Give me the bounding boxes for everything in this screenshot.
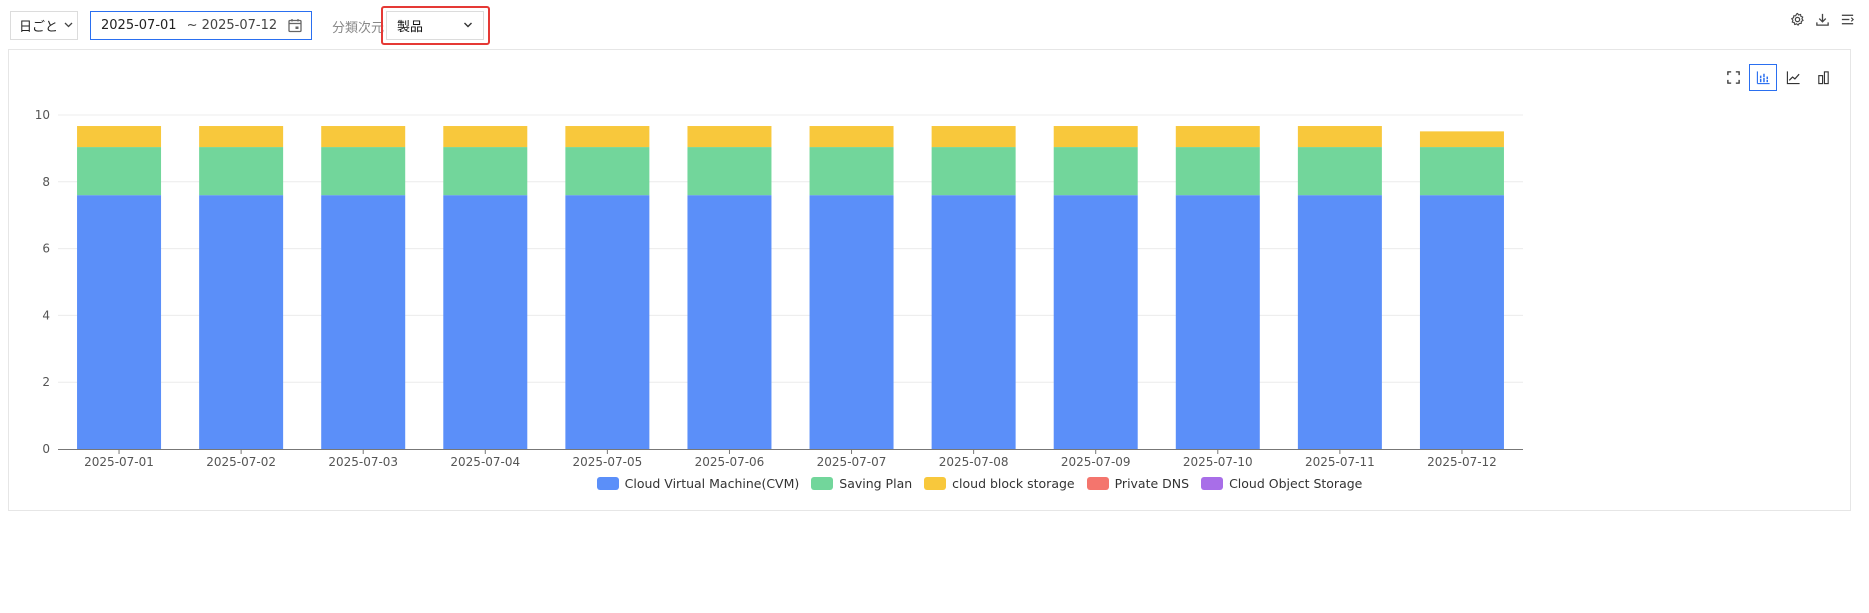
date-range-picker[interactable]: 2025-07-01 ~ 2025-07-12 — [90, 11, 312, 40]
legend-label: Private DNS — [1114, 476, 1190, 491]
legend-item[interactable]: cloud block storage — [924, 476, 1075, 491]
legend-swatch — [596, 477, 619, 490]
chart-legend: Cloud Virtual Machine(CVM) Saving Plan clo… — [0, 476, 1869, 491]
legend-item[interactable]: Cloud Virtual Machine(CVM) — [596, 476, 800, 491]
legend-label: Cloud Object Storage — [1229, 476, 1363, 491]
highlight-box — [381, 6, 490, 45]
top-right-icons — [1790, 12, 1855, 27]
legend-label: cloud block storage — [952, 476, 1075, 491]
legend-label: Cloud Virtual Machine(CVM) — [624, 476, 800, 491]
legend-label: Saving Plan — [839, 476, 913, 491]
calendar-icon[interactable] — [288, 18, 302, 33]
date-end: ~ 2025-07-12 — [186, 18, 278, 33]
bar-chart-icon[interactable] — [1809, 64, 1837, 91]
dimension-label: 分類次元 — [332, 21, 385, 36]
fullscreen-icon[interactable] — [1719, 64, 1747, 91]
line-chart-icon[interactable] — [1779, 64, 1807, 91]
legend-swatch — [1086, 477, 1109, 490]
date-start: 2025-07-01 — [101, 18, 177, 33]
dimension-value: 製品 — [397, 20, 424, 35]
chart-card — [8, 49, 1851, 511]
gear-icon[interactable] — [1790, 12, 1805, 27]
legend-swatch — [924, 477, 947, 490]
legend-swatch — [811, 477, 834, 490]
dimension-select[interactable]: 製品 — [386, 11, 484, 40]
legend-swatch — [1201, 477, 1224, 490]
legend-item[interactable]: Cloud Object Storage — [1201, 476, 1362, 491]
toolbar: 日ごと 2025-07-01 ~ 2025-07-12 分類次元 製品 — [0, 0, 1869, 50]
stacked-bar-icon[interactable] — [1749, 64, 1777, 91]
legend-item[interactable]: Saving Plan — [811, 476, 912, 491]
chevron-down-icon — [463, 19, 473, 29]
granularity-label: 日ごと — [19, 20, 59, 35]
download-icon[interactable] — [1815, 12, 1830, 27]
legend-item[interactable]: Private DNS — [1086, 476, 1190, 491]
granularity-select[interactable]: 日ごと — [10, 11, 78, 40]
chart-type-switcher — [1719, 64, 1837, 91]
chevron-down-icon — [64, 20, 73, 31]
list-settings-icon[interactable] — [1840, 12, 1855, 27]
